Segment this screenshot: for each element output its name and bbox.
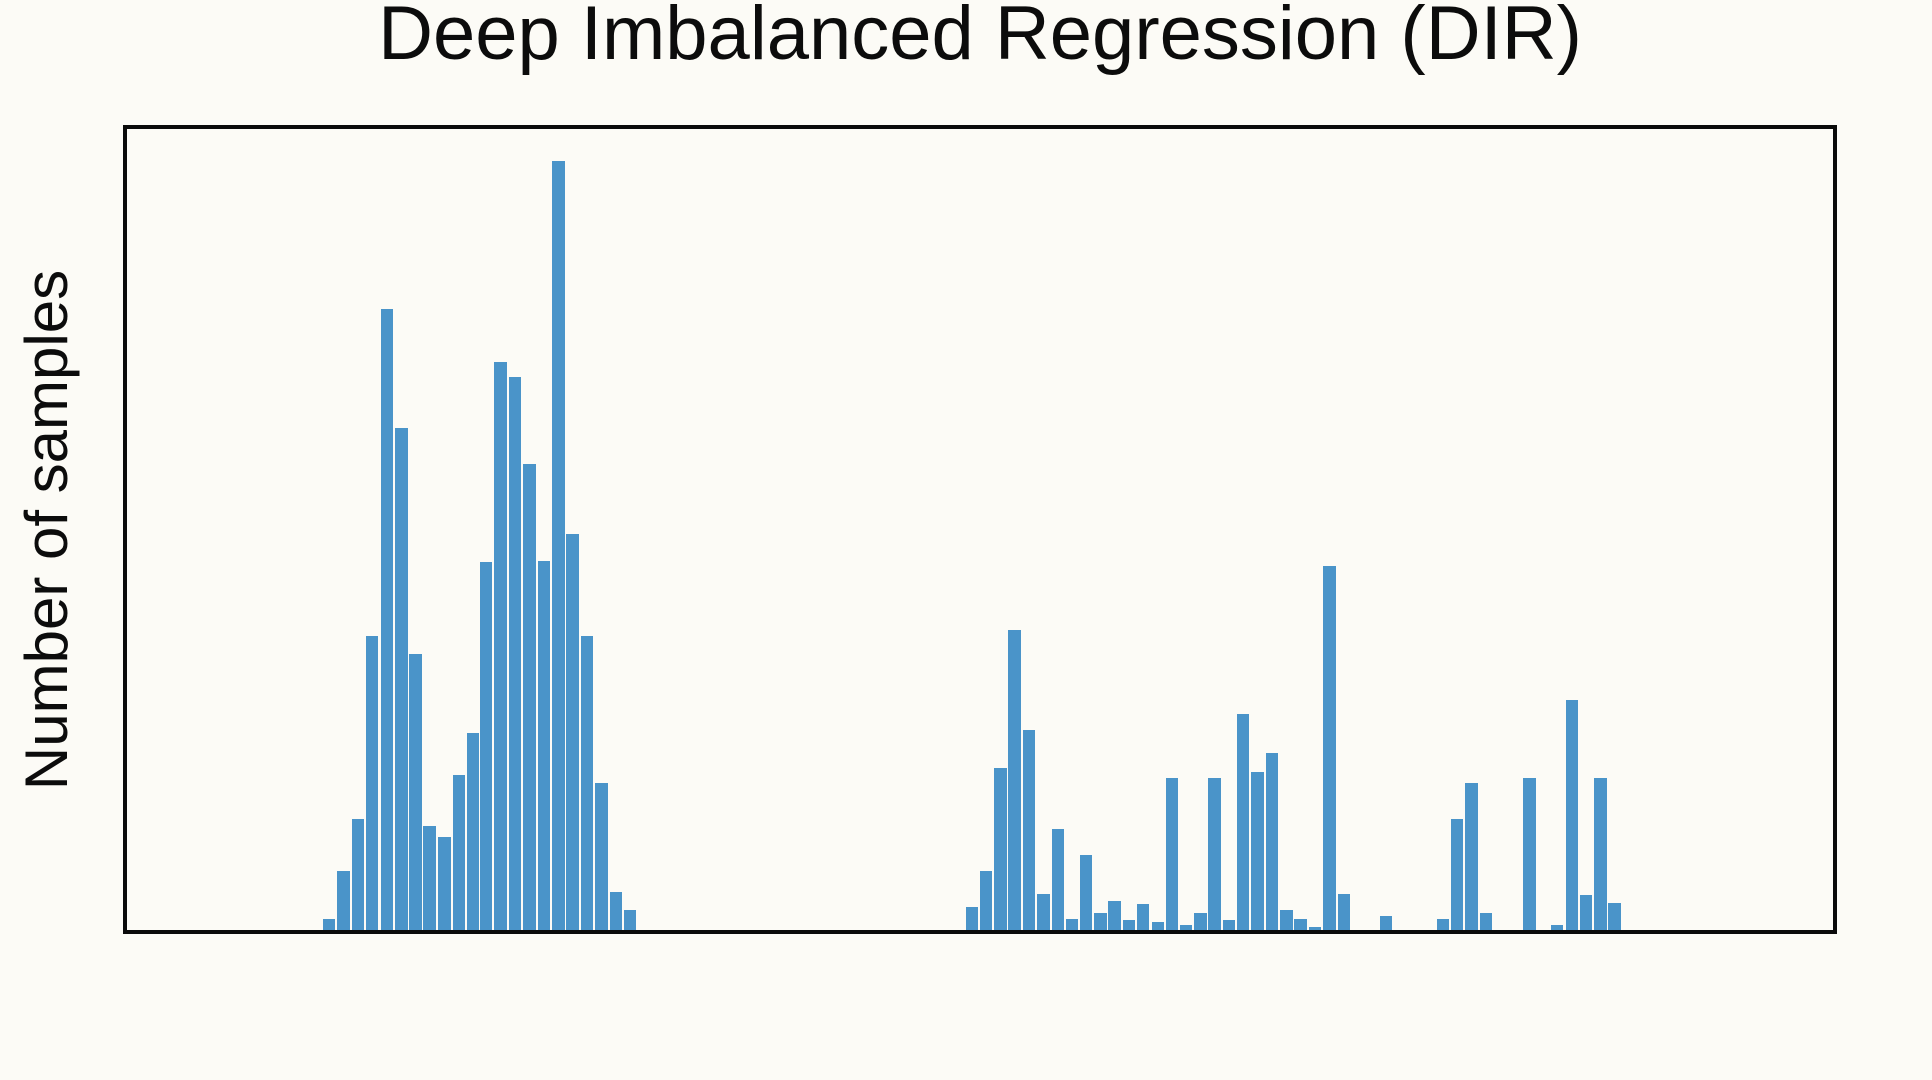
histogram-bar (980, 871, 993, 930)
histogram-bar (1451, 819, 1464, 930)
histogram-bar (595, 783, 608, 930)
histogram-bar (538, 561, 551, 930)
histogram-bar (1108, 901, 1121, 930)
y-axis-label: Number of samples (13, 269, 80, 791)
chart-title: Deep Imbalanced Regression (DIR) (378, 0, 1582, 76)
histogram-bar (1094, 913, 1107, 930)
histogram-bar (351, 819, 365, 930)
histogram-bar (1551, 925, 1564, 930)
histogram-bar (1166, 778, 1179, 930)
histogram-bar (1051, 829, 1065, 930)
histogram-bar (523, 464, 536, 930)
histogram-bar (566, 534, 579, 930)
histogram-bar (1251, 772, 1264, 930)
histogram-bar (337, 871, 350, 930)
histogram-bar (1208, 778, 1221, 930)
histogram-bar (1180, 925, 1193, 930)
histogram-bar (1066, 919, 1079, 930)
histogram-bar (966, 907, 979, 930)
histogram-bar (1379, 916, 1393, 930)
histogram-bar (1008, 630, 1021, 930)
histogram-bars-layer (127, 129, 1833, 930)
histogram-bar (1265, 753, 1279, 930)
histogram-bar (494, 362, 507, 930)
histogram-bar (438, 837, 451, 930)
histogram-bar (423, 826, 436, 930)
histogram-bar (1608, 903, 1621, 930)
histogram-bar (552, 161, 565, 930)
histogram-bar (480, 562, 493, 930)
histogram-bar (1480, 913, 1493, 930)
histogram-bar (1309, 927, 1322, 930)
histogram-bar (1022, 730, 1036, 930)
histogram-bar (1594, 778, 1607, 930)
histogram-bar (1194, 913, 1207, 930)
histogram-bar (380, 309, 394, 930)
histogram-bar (624, 910, 637, 930)
plot-area (123, 125, 1837, 934)
histogram-bar (1037, 894, 1050, 930)
histogram-bar (1122, 920, 1136, 930)
histogram-bar (509, 377, 522, 930)
histogram-bar (994, 768, 1007, 930)
histogram-bar (1337, 894, 1351, 930)
histogram-bar (610, 892, 623, 930)
histogram-bar (1151, 922, 1165, 930)
histogram-bar (1565, 700, 1579, 930)
histogram-bar (1580, 895, 1593, 930)
histogram-bar (1080, 855, 1093, 930)
histogram-bar (395, 428, 408, 930)
histogram-bar (1136, 904, 1150, 930)
histogram-bar (1280, 910, 1293, 930)
histogram-bar (452, 775, 466, 930)
histogram-bar (1222, 920, 1236, 930)
histogram-bar (1236, 714, 1250, 930)
histogram-bar (466, 733, 480, 930)
histogram-bar (1436, 919, 1450, 930)
histogram-bar (1294, 919, 1307, 930)
histogram-bar (322, 919, 336, 930)
histogram-bar (1523, 778, 1536, 930)
histogram-bar (1465, 783, 1478, 930)
histogram-bar (366, 636, 379, 930)
histogram-bar (580, 636, 594, 930)
histogram-bar (1323, 566, 1336, 930)
histogram-bar (409, 654, 422, 930)
